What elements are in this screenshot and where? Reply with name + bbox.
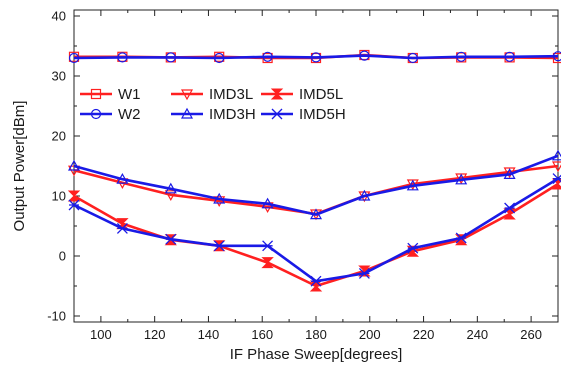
y-tick-label: 20 <box>52 129 66 144</box>
data-point <box>309 208 323 220</box>
axis-ticks: 100 120 140 160 180 200 220 240 260 -10 0 10 20 30 40 <box>47 9 559 342</box>
data-point <box>271 108 283 120</box>
legend-item-imd5h: IMD5H <box>261 106 346 123</box>
legend: W1 IMD3L IMD5L W2 IMD3H IMD5H <box>80 86 346 123</box>
series-w2 <box>68 50 561 64</box>
legend-item-w2: W2 <box>80 106 141 123</box>
y-axis-title: Output Power[dBm] <box>11 101 28 232</box>
data-point <box>261 197 274 209</box>
series-layer <box>67 49 561 292</box>
x-tick-label: 220 <box>413 327 435 342</box>
x-tick-label: 100 <box>90 327 112 342</box>
data-point <box>455 173 468 185</box>
x-tick-label: 260 <box>520 327 542 342</box>
legend-item-imd3l: IMD3L <box>171 86 253 103</box>
data-point <box>456 51 467 62</box>
legend-label: W1 <box>118 86 141 103</box>
legend-label: IMD3L <box>209 86 253 103</box>
x-tick-label: 160 <box>251 327 273 342</box>
data-point <box>68 199 80 211</box>
data-point <box>164 190 177 202</box>
data-point <box>180 89 194 101</box>
data-point <box>180 107 194 119</box>
legend-label: IMD3H <box>209 106 256 123</box>
legend-item-imd3h: IMD3H <box>171 106 256 123</box>
data-point <box>406 179 419 191</box>
x-tick-label: 180 <box>305 327 327 342</box>
y-tick-label: 0 <box>59 249 66 264</box>
y-tick-label: -10 <box>47 309 66 324</box>
x-axis-title: IF Phase Sweep[degrees] <box>230 346 403 363</box>
data-point <box>67 159 81 171</box>
legend-label: W2 <box>118 106 141 123</box>
series-line <box>73 164 559 216</box>
data-point <box>552 51 561 62</box>
x-tick-label: 240 <box>466 327 488 342</box>
data-point <box>116 222 128 234</box>
data-point <box>90 108 102 120</box>
data-point <box>358 267 370 279</box>
data-point <box>67 190 81 202</box>
data-point <box>165 233 177 245</box>
legend-item-imd5l: IMD5L <box>261 86 343 103</box>
legend-label: IMD5L <box>299 86 343 103</box>
data-point <box>213 240 225 252</box>
data-point <box>262 51 273 62</box>
series-imd5l <box>67 178 561 292</box>
series-line <box>73 177 559 283</box>
data-point <box>407 242 419 254</box>
x-tick-label: 200 <box>359 327 381 342</box>
data-point <box>270 88 284 100</box>
data-point <box>261 257 274 269</box>
y-tick-label: 40 <box>52 9 66 24</box>
series-imd3h <box>67 149 561 220</box>
data-point <box>310 275 322 287</box>
series-line <box>73 54 559 60</box>
data-point <box>310 52 322 63</box>
y-tick-label: 10 <box>52 189 66 204</box>
series-line <box>73 154 559 216</box>
data-point <box>90 88 102 100</box>
x-tick-label: 120 <box>144 327 166 342</box>
data-point <box>262 240 274 252</box>
data-point <box>407 52 418 64</box>
series-imd5h <box>68 173 561 287</box>
data-point <box>68 52 80 64</box>
data-point <box>213 196 226 208</box>
data-point <box>214 52 225 64</box>
legend-label: IMD5H <box>299 106 346 123</box>
legend-item-w1: W1 <box>80 86 141 103</box>
data-point <box>358 189 371 201</box>
data-point <box>116 172 129 184</box>
data-point <box>117 52 128 63</box>
data-point <box>455 232 467 244</box>
data-point <box>504 51 515 62</box>
x-tick-label: 140 <box>198 327 220 342</box>
data-point <box>503 168 516 179</box>
data-point <box>552 173 561 185</box>
data-point <box>164 182 177 194</box>
y-tick-label: 30 <box>52 69 66 84</box>
data-point <box>165 52 176 63</box>
data-point <box>213 192 226 204</box>
data-point <box>359 50 370 61</box>
data-point <box>504 202 516 214</box>
